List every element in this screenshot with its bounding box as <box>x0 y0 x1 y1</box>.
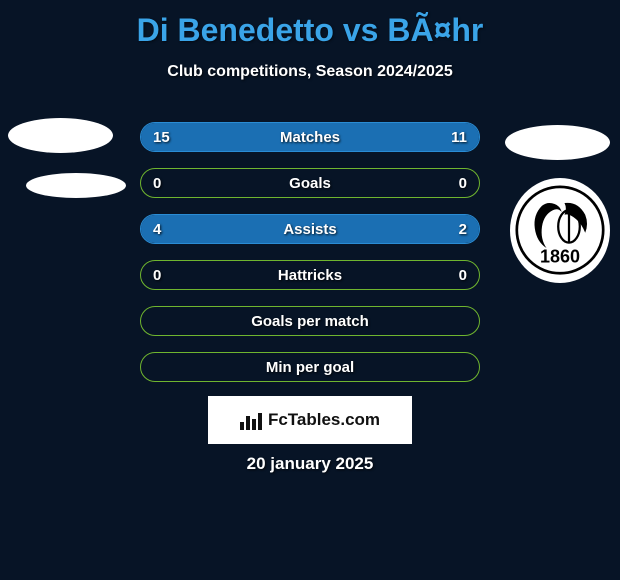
stat-right-value: 0 <box>459 267 467 284</box>
stat-bar-hattricks: 0 0 Hattricks <box>140 260 480 290</box>
stat-left-value: 0 <box>153 175 161 192</box>
stat-left-value: 15 <box>153 129 170 146</box>
svg-text:1860: 1860 <box>540 246 580 266</box>
player-left-badge <box>8 118 126 198</box>
branding-logo: FcTables.com <box>208 396 412 444</box>
subtitle: Club competitions, Season 2024/2025 <box>0 63 620 81</box>
club-logo-1860: 1860 <box>510 178 610 283</box>
stat-bar-matches: 15 11 Matches <box>140 122 480 152</box>
date-text: 20 january 2025 <box>0 454 620 474</box>
stat-bar-goals-per-match: Goals per match <box>140 306 480 336</box>
stat-right-value: 2 <box>459 221 467 238</box>
stat-label: Matches <box>280 129 340 146</box>
stat-bar-assists: 4 2 Assists <box>140 214 480 244</box>
stat-label: Min per goal <box>266 359 354 376</box>
stat-bar-goals: 0 0 Goals <box>140 168 480 198</box>
page-title: Di Benedetto vs BÃ¤hr <box>0 0 620 49</box>
player-right-badge <box>505 125 610 175</box>
stat-right-value: 11 <box>451 129 467 146</box>
stat-left-value: 4 <box>153 221 161 238</box>
stat-left-value: 0 <box>153 267 161 284</box>
stat-bar-min-per-goal: Min per goal <box>140 352 480 382</box>
ellipse-shape <box>8 118 113 153</box>
stat-label: Goals <box>289 175 331 192</box>
stat-label: Goals per match <box>251 313 369 330</box>
branding-text: FcTables.com <box>268 410 380 430</box>
ellipse-shape <box>505 125 610 160</box>
ellipse-shape <box>26 173 126 198</box>
stat-right-value: 0 <box>459 175 467 192</box>
stat-label: Assists <box>283 221 336 238</box>
stats-bars: 15 11 Matches 0 0 Goals 4 2 Assists 0 0 Hattricks Go… <box>140 122 480 398</box>
stat-label: Hattricks <box>278 267 342 284</box>
